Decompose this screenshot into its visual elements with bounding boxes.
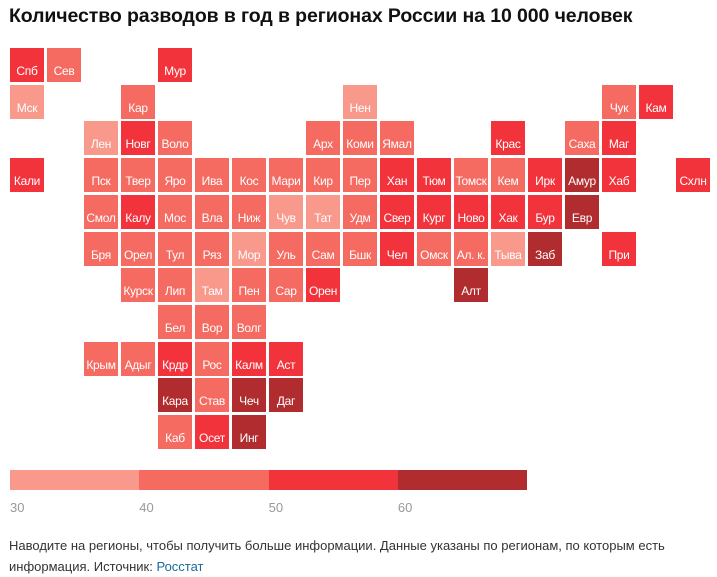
region-tile[interactable]: Кар bbox=[121, 84, 155, 119]
region-tile[interactable]: Мос bbox=[158, 194, 192, 229]
region-tile[interactable]: Чув bbox=[269, 194, 303, 229]
region-tile[interactable]: Ниж bbox=[232, 194, 266, 229]
region-tile[interactable]: Инг bbox=[232, 415, 266, 449]
region-tile[interactable]: Воло bbox=[158, 121, 192, 156]
region-tile[interactable]: Бря bbox=[84, 231, 118, 266]
region-tile[interactable]: Волг bbox=[232, 304, 266, 339]
region-tile[interactable]: Коми bbox=[343, 121, 377, 156]
region-tile[interactable]: Уль bbox=[269, 231, 303, 266]
region-tile[interactable]: Мари bbox=[269, 158, 303, 193]
region-tile[interactable]: Калу bbox=[121, 194, 155, 229]
footer-note: Наводите на регионы, чтобы получить боль… bbox=[9, 535, 714, 577]
region-tile[interactable]: Сев bbox=[47, 48, 81, 82]
region-tile[interactable]: Орен bbox=[306, 268, 340, 303]
legend-tick-label: 60 bbox=[397, 500, 413, 515]
region-tile[interactable]: Хан bbox=[380, 158, 414, 193]
region-tile[interactable]: Аст bbox=[269, 341, 303, 376]
region-tile[interactable]: Нен bbox=[343, 84, 377, 119]
region-tile[interactable]: Крдр bbox=[158, 341, 192, 376]
region-tile[interactable]: Крас bbox=[491, 121, 525, 156]
region-tile[interactable]: Амур bbox=[565, 158, 599, 193]
region-tile[interactable]: Чеч bbox=[232, 378, 266, 413]
region-tile[interactable]: Лен bbox=[84, 121, 118, 156]
region-tile[interactable]: Пен bbox=[232, 268, 266, 303]
region-tile[interactable]: Маг bbox=[602, 121, 636, 156]
region-tile[interactable]: Крым bbox=[84, 341, 118, 376]
region-tile[interactable]: Тыва bbox=[491, 231, 525, 266]
region-tile[interactable]: Чел bbox=[380, 231, 414, 266]
region-tile[interactable]: Хак bbox=[491, 194, 525, 229]
region-tile[interactable]: Тат bbox=[306, 194, 340, 229]
region-tile[interactable]: Став bbox=[195, 378, 229, 413]
legend-swatch bbox=[10, 470, 140, 490]
region-tile[interactable]: Бшк bbox=[343, 231, 377, 266]
region-tile[interactable]: Кург bbox=[417, 194, 451, 229]
region-tile[interactable]: Курск bbox=[121, 268, 155, 303]
region-tile[interactable]: Кара bbox=[158, 378, 192, 413]
region-tile[interactable]: Даг bbox=[269, 378, 303, 413]
region-tile[interactable]: Бел bbox=[158, 304, 192, 339]
region-tile[interactable]: Ива bbox=[195, 158, 229, 193]
legend-tick-label: 50 bbox=[268, 500, 284, 515]
source-link[interactable]: Росстат bbox=[156, 559, 204, 574]
region-tile[interactable]: Там bbox=[195, 268, 229, 303]
region-tile[interactable]: Кос bbox=[232, 158, 266, 193]
region-tile[interactable]: Ирк bbox=[528, 158, 562, 193]
region-tile[interactable]: Омск bbox=[417, 231, 451, 266]
legend-swatch bbox=[268, 470, 398, 490]
region-tile[interactable]: Вор bbox=[195, 304, 229, 339]
region-tile[interactable]: Адыг bbox=[121, 341, 155, 376]
chart-title: Количество разводов в год в регионах Рос… bbox=[9, 5, 633, 27]
region-tile[interactable]: Арх bbox=[306, 121, 340, 156]
region-tile[interactable]: Калм bbox=[232, 341, 266, 376]
region-tile[interactable]: Хаб bbox=[602, 158, 636, 193]
region-tile[interactable]: Осет bbox=[195, 415, 229, 449]
region-tile[interactable]: Мор bbox=[232, 231, 266, 266]
region-tile[interactable]: Схлн bbox=[676, 158, 710, 193]
region-tile[interactable]: Новг bbox=[121, 121, 155, 156]
legend-tick-label: 30 bbox=[10, 500, 25, 515]
region-tile[interactable]: Орел bbox=[121, 231, 155, 266]
region-tile[interactable]: Чук bbox=[602, 84, 636, 119]
region-tile[interactable]: Свер bbox=[380, 194, 414, 229]
region-tile[interactable]: Ямал bbox=[380, 121, 414, 156]
region-tile[interactable]: Пск bbox=[84, 158, 118, 193]
legend-swatch bbox=[397, 470, 528, 490]
region-tile[interactable]: Бур bbox=[528, 194, 562, 229]
region-tile[interactable]: Кали bbox=[10, 158, 44, 193]
region-tile[interactable]: Удм bbox=[343, 194, 377, 229]
region-tile[interactable]: Алт bbox=[454, 268, 488, 303]
region-tile[interactable]: Каб bbox=[158, 415, 192, 449]
region-tile[interactable]: Сам bbox=[306, 231, 340, 266]
region-tile[interactable]: Яро bbox=[158, 158, 192, 193]
region-tile[interactable]: Томск bbox=[454, 158, 488, 193]
region-tile[interactable]: Саха bbox=[565, 121, 599, 156]
region-tile[interactable]: Евр bbox=[565, 194, 599, 229]
region-tile[interactable]: Мур bbox=[158, 48, 192, 82]
region-tile[interactable]: Сар bbox=[269, 268, 303, 303]
region-tile[interactable]: Смол bbox=[84, 194, 118, 229]
region-tile[interactable]: Ново bbox=[454, 194, 488, 229]
region-tile[interactable]: При bbox=[602, 231, 636, 266]
region-tile[interactable]: Ал. к. bbox=[454, 231, 488, 266]
region-tile[interactable]: Кем bbox=[491, 158, 525, 193]
region-tile[interactable]: Заб bbox=[528, 231, 562, 266]
region-tile[interactable]: Тул bbox=[158, 231, 192, 266]
region-tile[interactable]: Кир bbox=[306, 158, 340, 193]
region-tile[interactable]: Тюм bbox=[417, 158, 451, 193]
region-tile[interactable]: Рос bbox=[195, 341, 229, 376]
footer-text: Наводите на регионы, чтобы получить боль… bbox=[9, 538, 665, 574]
legend-tick-label: 40 bbox=[139, 500, 154, 515]
region-tile[interactable]: Мск bbox=[10, 84, 44, 119]
region-tile[interactable]: Спб bbox=[10, 48, 44, 82]
region-tile[interactable]: Пер bbox=[343, 158, 377, 193]
legend-swatch bbox=[139, 470, 269, 490]
region-tile[interactable]: Твер bbox=[121, 158, 155, 193]
region-tile[interactable]: Вла bbox=[195, 194, 229, 229]
region-tile[interactable]: Ряз bbox=[195, 231, 229, 266]
region-tile[interactable]: Лип bbox=[158, 268, 192, 303]
region-tile[interactable]: Кам bbox=[639, 84, 673, 119]
